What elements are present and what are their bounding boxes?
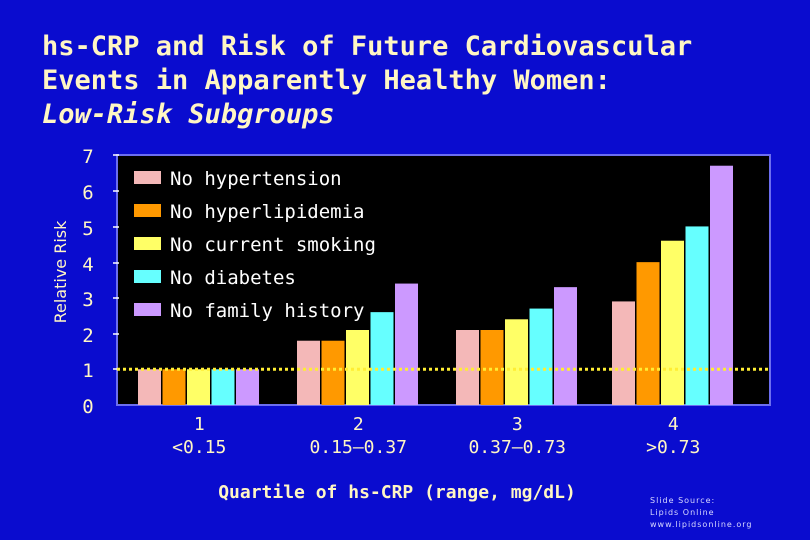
bar: [456, 330, 479, 405]
bar: [138, 369, 161, 405]
source-line-2: Lipids Online: [650, 508, 715, 517]
bar: [612, 301, 635, 405]
y-tick-label: 1: [82, 360, 93, 382]
x-tick-label-quartile: 2: [353, 414, 364, 435]
legend-swatch: [134, 270, 161, 283]
title-line-3: Low-Risk Subgroups: [42, 99, 335, 130]
y-tick-label: 2: [82, 325, 93, 347]
legend-label: No diabetes: [170, 267, 296, 289]
bar: [636, 262, 660, 405]
y-axis-label: Relative Risk: [51, 220, 70, 324]
bar: [297, 340, 320, 405]
chart-title: hs-CRP and Risk of Future Cardiovascular…: [42, 30, 782, 132]
bar: [346, 330, 369, 405]
source-line-3: www.lipidsonline.org: [650, 520, 753, 529]
y-tick-label: 6: [82, 182, 93, 204]
bar: [480, 330, 504, 405]
bar: [236, 369, 259, 405]
x-tick-label-range: >0.73: [646, 437, 700, 458]
x-axis-label: Quartile of hs-CRP (range, mg/dL): [218, 482, 576, 503]
legend-label: No current smoking: [170, 234, 376, 256]
y-tick-label: 5: [82, 218, 93, 240]
legend-swatch: [134, 237, 161, 250]
slide-source: Slide Source: Lipids Online www.lipidson…: [650, 495, 753, 531]
y-tick-label: 4: [82, 254, 93, 276]
legend-swatch: [134, 303, 161, 316]
bar: [685, 226, 709, 405]
legend-swatch: [134, 204, 161, 217]
title-line-2: Events in Apparently Healthy Women:: [42, 65, 611, 96]
y-tick-label: 7: [82, 146, 93, 168]
source-line-1: Slide Source:: [650, 496, 716, 505]
x-tick-label-range: 0.15–0.37: [309, 437, 407, 458]
x-tick-label-quartile: 4: [668, 414, 679, 435]
legend-label: No hypertension: [170, 168, 342, 190]
legend-swatch: [134, 171, 161, 184]
legend-label: No family history: [170, 300, 364, 322]
bar: [505, 319, 528, 405]
bar: [395, 283, 418, 405]
title-line-1: hs-CRP and Risk of Future Cardiovascular: [42, 31, 693, 62]
x-tick-label-quartile: 1: [194, 414, 205, 435]
bar: [370, 312, 394, 405]
y-tick-label: 3: [82, 289, 93, 311]
bar: [710, 165, 733, 405]
bar: [162, 369, 186, 405]
bar: [211, 369, 235, 405]
bar: [661, 240, 684, 405]
bar: [554, 287, 577, 405]
x-tick-label-range: 0.37–0.73: [468, 437, 566, 458]
bar: [529, 308, 553, 405]
y-tick-label: 0: [82, 396, 93, 418]
legend-label: No hyperlipidemia: [170, 201, 364, 223]
bar: [187, 369, 210, 405]
x-tick-label-range: <0.15: [172, 437, 226, 458]
x-tick-label-quartile: 3: [512, 414, 523, 435]
bar: [321, 340, 345, 405]
